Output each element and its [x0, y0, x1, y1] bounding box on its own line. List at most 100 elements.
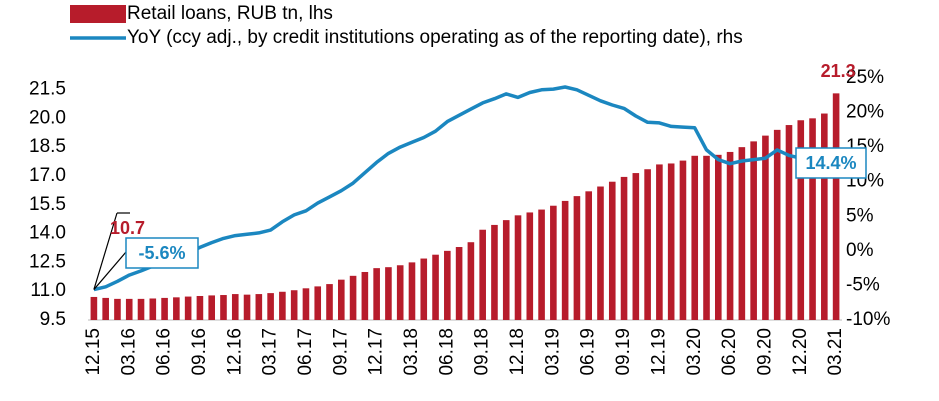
x-tick-label: 06.16: [154, 328, 175, 376]
bar: [467, 242, 475, 320]
y2-tick-label: -5%: [846, 274, 880, 295]
x-tick-label: 03.18: [401, 328, 422, 376]
bar: [444, 250, 451, 320]
x-tick-label: 12.20: [790, 328, 811, 376]
bar: [125, 298, 133, 320]
x-tick-label: 06.17: [295, 328, 316, 376]
bar: [632, 173, 640, 320]
bar: [703, 155, 710, 320]
bar: [231, 294, 239, 320]
bar: [408, 262, 416, 320]
y2-tick-label: 0%: [846, 240, 874, 261]
legend-label: Retail loans, RUB tn, lhs: [127, 3, 333, 24]
x-tick-label: 12.17: [366, 328, 387, 376]
leader: [93, 251, 127, 290]
y-tick-label: 20.0: [29, 107, 66, 128]
bar: [714, 154, 722, 320]
line: [93, 85, 837, 292]
x-tick-label: 03.20: [684, 328, 705, 376]
bar: [561, 200, 569, 320]
y-tick-label: 12.5: [29, 251, 66, 272]
bar: [550, 205, 557, 320]
x-tick-label: 09.20: [754, 328, 775, 376]
bar: [738, 147, 746, 320]
bar: [656, 164, 663, 320]
bar: [220, 295, 227, 320]
bar: [585, 191, 593, 320]
bar: [326, 284, 333, 320]
y2-tick-label: 25%: [846, 67, 884, 88]
bar: [396, 265, 404, 320]
x-tick-label: 12.18: [507, 328, 528, 376]
bar: [385, 267, 392, 320]
x-tick-label: 09.19: [613, 328, 634, 376]
bar: [502, 220, 510, 320]
bar: [667, 163, 675, 320]
y2-tick-label: 5%: [846, 205, 874, 226]
bar: [526, 212, 534, 320]
y-tick-label: 21.5: [29, 79, 66, 100]
bar: [832, 93, 840, 320]
y-tick-label: 11.0: [30, 280, 66, 301]
leader: [93, 212, 118, 290]
x-tick-label: 09.17: [330, 328, 351, 376]
bar: [762, 135, 769, 320]
bar: [432, 254, 439, 320]
bar: [161, 297, 168, 320]
bar: [267, 293, 274, 320]
label-box: [125, 237, 199, 269]
x-tick-label: 09.16: [189, 328, 210, 376]
bar: [809, 118, 816, 320]
legend-label: YoY (ccy adj., by credit institutions op…: [127, 27, 743, 48]
bar: [314, 286, 322, 320]
bar: [597, 186, 604, 320]
x-tick-label: 03.21: [825, 328, 846, 376]
bar-value-label: 10.7: [110, 218, 145, 238]
bar: [573, 196, 581, 320]
bar: [608, 181, 616, 320]
bar: [373, 268, 380, 320]
bar: [821, 113, 828, 321]
bar: [785, 125, 793, 320]
bar: [255, 294, 263, 320]
bar: [90, 296, 98, 320]
bar: [797, 120, 805, 320]
bar: [114, 298, 121, 320]
bar: [243, 294, 251, 320]
bar: [679, 160, 687, 320]
y-tick-label: 17.0: [29, 165, 66, 186]
x-tick-label: 12.16: [224, 328, 245, 376]
y-tick-label: 18.5: [29, 136, 66, 157]
bar: [420, 258, 428, 320]
x-tick-label: 06.19: [578, 328, 599, 376]
bar: [173, 297, 180, 320]
bar: [726, 151, 734, 320]
x-tick-label: 03.19: [542, 328, 563, 376]
line-value-label: -5.6%: [138, 243, 185, 263]
bar: [279, 291, 286, 320]
legend-swatch: [70, 5, 126, 23]
bar: [137, 298, 145, 320]
x-tick-label: 03.16: [118, 328, 139, 376]
line-value-label: 14.4%: [805, 153, 856, 173]
y-tick-label: 9.5: [40, 309, 66, 330]
bar: [479, 229, 486, 320]
bar: [349, 275, 357, 320]
x-tick-label: 12.15: [83, 328, 104, 376]
bar: [208, 295, 216, 320]
x-tick-label: 09.18: [472, 328, 493, 376]
bar: [361, 271, 369, 320]
bar: [455, 247, 463, 320]
x-tick-label: 12.19: [648, 328, 669, 376]
bar: [514, 215, 522, 320]
y2-tick-label: -10%: [846, 309, 890, 330]
bar: [691, 155, 699, 320]
bar: [620, 176, 628, 320]
y-tick-label: 15.5: [29, 194, 66, 215]
bar: [773, 129, 781, 320]
bar: [196, 295, 204, 320]
label-box: [795, 147, 867, 179]
y-tick-label: 14.0: [29, 223, 66, 244]
bar: [750, 141, 757, 320]
